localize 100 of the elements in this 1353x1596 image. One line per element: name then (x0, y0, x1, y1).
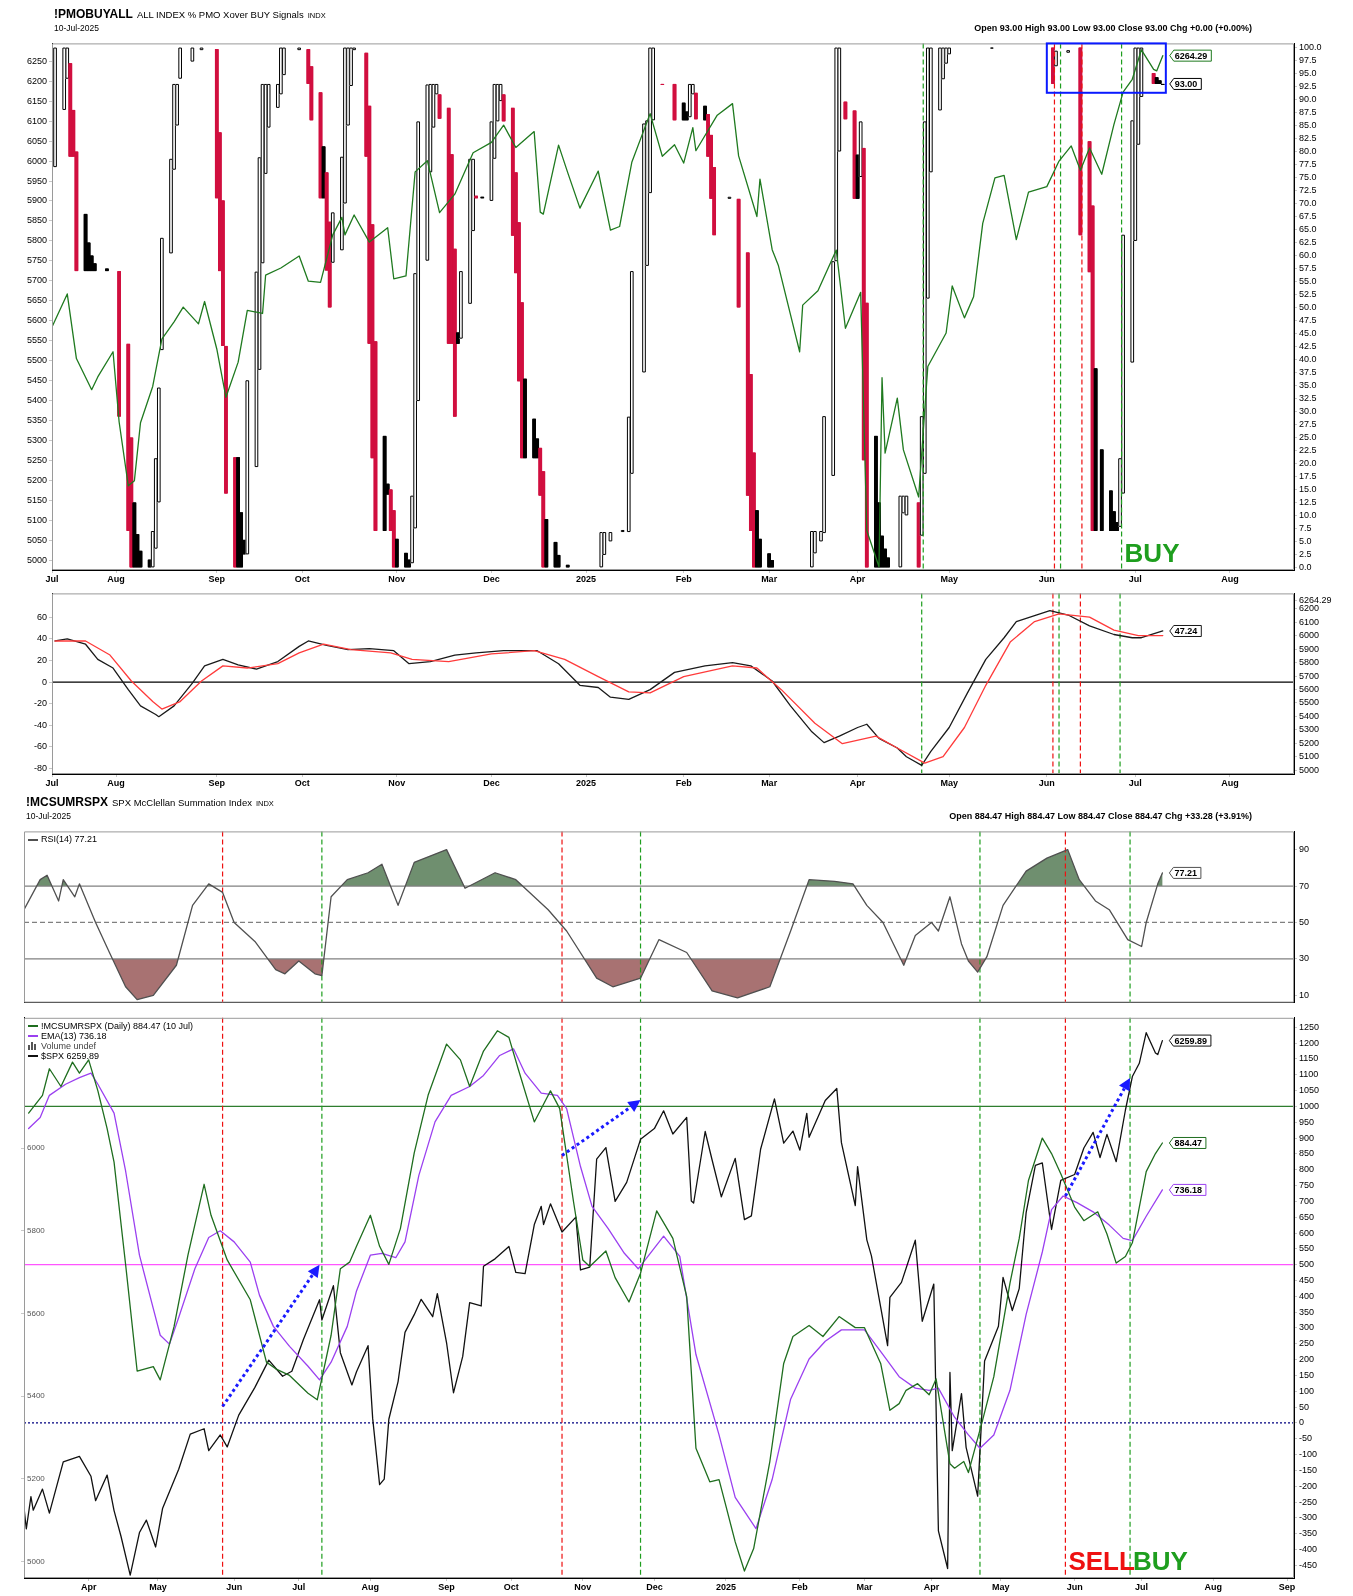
y-tick-label: 5950 (26, 175, 47, 186)
y-tick-label: 0 (1299, 1417, 1305, 1428)
y2-tick-label: 30.0 (1299, 405, 1317, 416)
y-tick-label: 200 (1299, 1354, 1315, 1365)
y2-tick-label: 6264.29 (1299, 594, 1332, 605)
y-tick-label: -20 (33, 698, 47, 709)
y2-tick-label: 80.0 (1299, 146, 1317, 157)
x-tick-label: Dec (646, 1581, 663, 1592)
y2-tick-label: 67.5 (1299, 210, 1317, 221)
annotation: BUY (1124, 538, 1180, 568)
y-tick-label: 500 (1299, 1259, 1315, 1270)
y-tick-label: 5700 (26, 275, 47, 286)
y-tick-label: 6000 (26, 155, 47, 166)
y-tick-label: -40 (33, 719, 47, 730)
y-tick-label: 10 (1299, 989, 1310, 1000)
y-tick-label: 650 (1299, 1211, 1315, 1222)
x-tick-label: Feb (675, 777, 693, 788)
chart-subtitle: ALL INDEX % PMO Xover BUY Signals (136, 9, 304, 20)
y-tick-label: 1000 (1299, 1100, 1320, 1111)
y-tick-label: -100 (1299, 1449, 1318, 1460)
x-tick-label: Jul (45, 573, 59, 584)
x-tick-label: Apr (849, 777, 866, 788)
y-tick-label: 30 (1299, 953, 1310, 964)
y-tick-label: 5400 (26, 394, 47, 405)
x-tick-label: Dec (483, 573, 500, 584)
y-tick-label: 6200 (26, 75, 47, 86)
y-tick-label: 5750 (26, 255, 47, 266)
y-tick-label: 0 (41, 676, 47, 687)
y-tick-label: 5100 (26, 514, 47, 525)
data-label: 6264.29 (1174, 50, 1208, 61)
x-tick-label: Oct (294, 777, 310, 788)
x-tick-label: Jun (1038, 777, 1055, 788)
x-tick-label: Dec (483, 777, 500, 788)
y-tick-label: 5600 (26, 315, 47, 326)
y2-tick-label: 22.5 (1299, 444, 1317, 455)
x-tick-label: Mar (761, 777, 778, 788)
y2-tick-label: 42.5 (1299, 340, 1317, 351)
x-tick-label: Nov (388, 777, 406, 788)
y-tick-label: 800 (1299, 1164, 1315, 1175)
chart-title: !PMOBUYALL (54, 7, 133, 21)
y-tick-label: 5900 (26, 195, 47, 206)
x-tick-label: 2025 (576, 573, 597, 584)
y2-tick-label: 50.0 (1299, 301, 1317, 312)
y-tick-label: 6250 (26, 55, 47, 66)
x-tick-label: Sep (438, 1581, 456, 1592)
text: 10-Jul-2025 (26, 811, 71, 821)
y-tick-label: 450 (1299, 1274, 1315, 1285)
x-tick-label: May (940, 573, 958, 584)
y2-tick-label: 57.5 (1299, 262, 1317, 273)
y-tick-label: 6050 (26, 135, 47, 146)
x-tick-label: Mar (856, 1581, 873, 1592)
y-tick-label: 850 (1299, 1148, 1315, 1159)
y2-tick-label: 32.5 (1299, 392, 1317, 403)
y-tick-label: 5350 (26, 414, 47, 425)
y-tick-label: 70 (1299, 880, 1310, 891)
y2-tick-label: 95.0 (1299, 68, 1317, 79)
y2-tick-label: 20.0 (1299, 457, 1317, 468)
x-tick-label: 2025 (715, 1581, 736, 1592)
y2-tick-label: 15.0 (1299, 483, 1317, 494)
legend-label: RSI(14) 77.21 (41, 834, 98, 845)
annotation: SELL (1068, 1546, 1135, 1576)
y2-tick-label: 90.0 (1299, 94, 1317, 105)
y2-tick-label: 75.0 (1299, 172, 1317, 182)
y-tick-label: -80 (33, 763, 47, 774)
y-tick-label: 50 (1299, 916, 1310, 927)
y-tick-label: 5150 (26, 494, 47, 505)
text: Open 884.47 High 884.47 Low 884.47 Close 884.47 Chg +33.28 (+3.91%) (949, 810, 1252, 822)
y-tick-label: 350 (1299, 1306, 1315, 1317)
y2-tick-label: 45.0 (1299, 327, 1317, 338)
y-tick-label: 5300 (26, 434, 47, 445)
text: Open 93.00 High 93.00 Low 93.00 Close 93.00 Chg +0.00 (+0.00%) (974, 22, 1252, 34)
y-tick-label: -250 (1299, 1496, 1318, 1507)
y2-tick-label: 62.5 (1299, 236, 1317, 247)
y-tick-label: 5050 (26, 534, 47, 545)
y-tick-label: 60 (36, 611, 47, 622)
y-tick-label: 5250 (26, 454, 47, 465)
y-tick-label: 1050 (1299, 1085, 1320, 1096)
legend-label: EMA(13) 736.18 (41, 1030, 107, 1041)
y-tick-label: 900 (1299, 1132, 1315, 1143)
x-tick-label: May (940, 777, 958, 788)
y-tick-label: 5450 (26, 374, 47, 385)
x-tick-label: Apr (80, 1581, 97, 1592)
x-tick-label: Mar (761, 573, 778, 584)
y2-tick-label: 35.0 (1299, 379, 1317, 390)
y2-tick-label: 17.5 (1299, 470, 1317, 481)
data-label: 6259.89 (1174, 1035, 1207, 1046)
y2-tick-label: 77.5 (1299, 159, 1317, 170)
x-tick-label: Aug (1221, 777, 1239, 788)
y2-tick-label: 87.5 (1299, 107, 1317, 118)
x-tick-label: Jul (1135, 1581, 1149, 1592)
y-tick-label: -450 (1299, 1559, 1318, 1570)
y2-tick-label: 72.5 (1299, 185, 1317, 195)
y2-tick-label: 12.5 (1299, 496, 1317, 507)
y-tick-label: 5650 (26, 295, 47, 306)
text: 93.00 (1174, 78, 1198, 89)
chart-subtitle: SPX McClellan Summation Index (112, 797, 252, 808)
y-tick-label: 1100 (1299, 1069, 1319, 1080)
y-tick-label: 750 (1299, 1180, 1315, 1191)
y2-tick-label: 0.0 (1299, 561, 1312, 572)
y2-tick-label: 85.0 (1299, 120, 1317, 131)
